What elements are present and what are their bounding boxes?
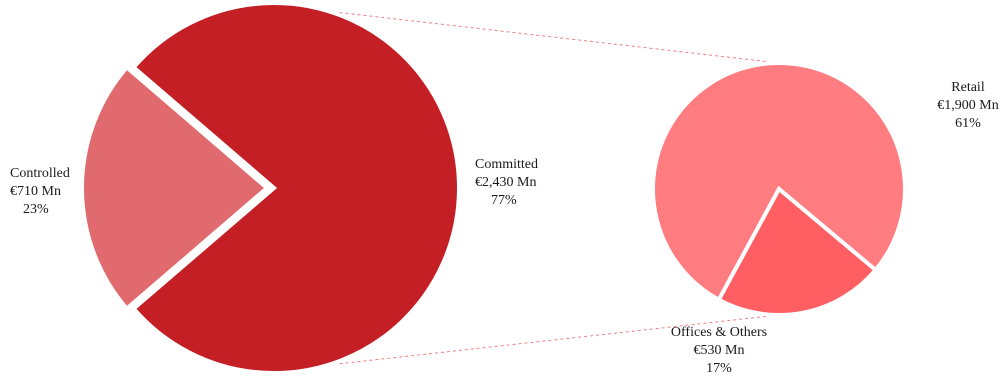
slice-committed: [130, 1, 462, 375]
slice-label-controlled: Controlled: [10, 166, 70, 181]
slice-percent-retail: 61%: [955, 116, 981, 131]
slice-controlled: [80, 64, 271, 312]
slice-value-offices: €530 Mn: [694, 343, 745, 358]
slice-percent-committed: 77%: [491, 193, 517, 208]
slice-value-retail: €1,900 Mn: [937, 98, 998, 113]
slice-label-retail: Retail: [951, 80, 985, 95]
connector-lines: [273, 4, 780, 372]
connector-line-bottom: [273, 314, 780, 372]
slice-label-offices: Offices & Others: [671, 325, 767, 340]
main-pie: [80, 1, 462, 375]
slice-offices-others: [716, 185, 879, 317]
slice-label-committed: Committed: [475, 157, 538, 172]
slice-percent-controlled: 23%: [23, 202, 49, 217]
slice-percent-offices: 17%: [706, 361, 732, 376]
slice-value-controlled: €710 Mn: [10, 184, 61, 199]
slice-value-committed: €2,430 Mn: [475, 175, 536, 190]
secondary-pie: [651, 61, 907, 317]
connector-line-top: [273, 4, 780, 64]
